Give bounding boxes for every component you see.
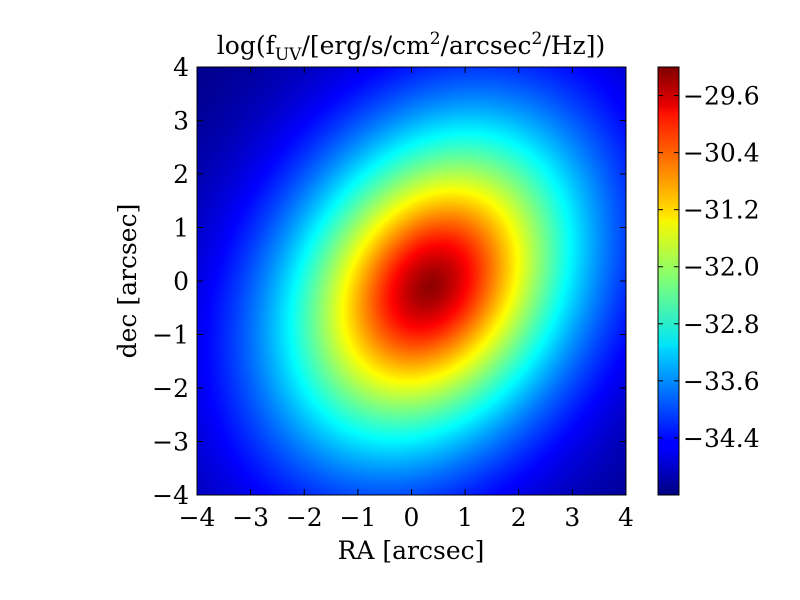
x-axis-label: RA [arcsec] [338,536,485,565]
y-axis-label: dec [arcsec] [113,204,142,359]
heatmap-image-container [197,67,626,495]
chart-title-sub: UV [275,45,302,65]
y-tick-label: −1 [152,321,189,350]
chart-title-pre: log(f [217,31,277,60]
chart-title-mid2: /arcsec [441,31,532,60]
chart-title: log(fUV/[erg/s/cm2/arcsec2/Hz]) [217,29,605,65]
x-tick-label: 3 [564,503,580,532]
colorbar-gradient [658,67,679,495]
y-axis: −4 −3 −2 −1 0 1 2 3 4 [152,53,626,510]
x-tick-label: 4 [618,503,634,532]
y-tick-label: −2 [152,374,189,403]
chart-title-sup1: 2 [430,29,441,49]
x-tick-label: 1 [457,503,473,532]
y-tick-label: 1 [173,214,189,243]
colorbar-tick-label: −29.6 [683,82,760,111]
x-tick-label: −3 [232,503,269,532]
x-tick-label: −2 [286,503,323,532]
colorbar-tick-label: −33.6 [683,367,760,396]
colorbar-axis: −29.6 −30.4 −31.2 −32.0 −32.8 −33.6 −34.4 [658,82,760,453]
x-axis: −4 −3 −2 −1 0 1 2 3 4 [179,67,634,532]
colorbar-tick-label: −32.0 [683,253,760,282]
colorbar-tick-label: −30.4 [683,139,760,168]
y-tick-label: 0 [173,267,189,296]
chart-title-sup2: 2 [531,29,542,49]
colorbar-frame [657,66,680,496]
x-tick-label: −1 [339,503,376,532]
y-tick-label: 3 [173,107,189,136]
y-tick-label: −4 [152,481,189,510]
chart-title-mid1: /[erg/s/cm [301,31,430,60]
heatmap-image [197,67,626,495]
chart-title-post: /Hz]) [542,31,605,60]
y-tick-label: −3 [152,428,189,457]
colorbar-tick-label: −32.8 [683,310,760,339]
x-tick-label: −4 [179,503,216,532]
x-tick-label: 2 [511,503,527,532]
y-tick-label: 4 [173,53,189,82]
colorbar-tick-label: −34.4 [683,424,760,453]
x-tick-label: 0 [404,503,420,532]
y-tick-label: 2 [173,160,189,189]
colorbar-tick-label: −31.2 [683,196,760,225]
